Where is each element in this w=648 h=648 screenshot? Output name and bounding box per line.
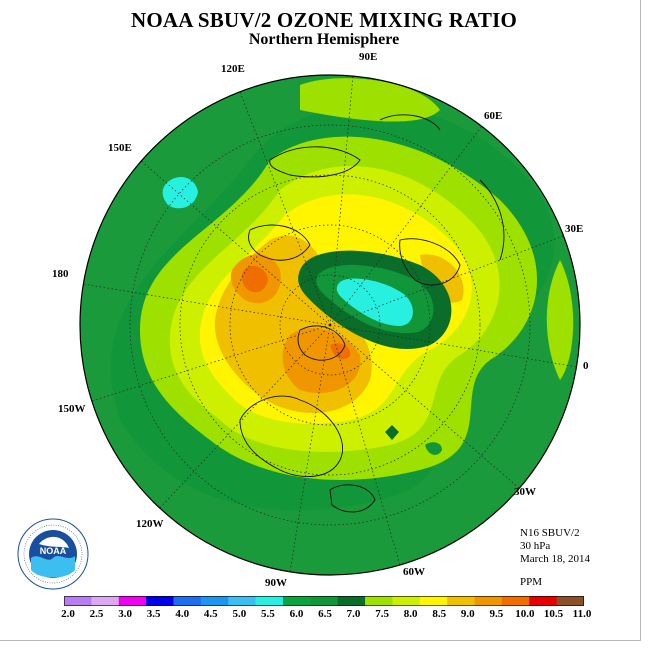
lon-label-180: 180 xyxy=(52,268,69,280)
units-label: PPM xyxy=(520,576,543,588)
colorbar-tick-label: 7.0 xyxy=(346,608,361,620)
lon-label-30e: 30E xyxy=(565,223,584,235)
colorbar-tick-label: 11.0 xyxy=(572,608,592,620)
colorbar-tick-label: 3.5 xyxy=(146,608,161,620)
colorbar-tick-label: 10.5 xyxy=(543,608,564,620)
colorbar-tick-label: 8.0 xyxy=(403,608,418,620)
colorbar-tick-label: 6.0 xyxy=(289,608,304,620)
colorbar-swatch xyxy=(228,596,256,606)
noaa-logo: NOAA xyxy=(17,518,89,590)
colorbar-swatch xyxy=(200,596,229,606)
colorbar-swatch xyxy=(501,596,530,606)
colorbar xyxy=(64,596,584,606)
colorbar-tick-label: 5.0 xyxy=(232,608,247,620)
colorbar-swatch xyxy=(146,596,174,606)
colorbar-swatch xyxy=(91,596,120,606)
graticule xyxy=(82,75,578,573)
colorbar-tick-label: 10.0 xyxy=(515,608,535,620)
colorbar-swatch xyxy=(419,596,448,606)
colorbar-tick-label: 9.0 xyxy=(460,608,475,620)
colorbar-swatch xyxy=(118,596,147,606)
lon-label-60e: 60E xyxy=(484,110,503,122)
lon-label-30w: 30W xyxy=(514,486,536,498)
colorbar-tick-label: 2.5 xyxy=(89,608,104,620)
colorbar-swatch xyxy=(474,596,503,606)
colorbar-swatch xyxy=(556,596,584,606)
colorbar-swatch xyxy=(392,596,421,606)
colorbar-swatch xyxy=(447,596,475,606)
colorbar-swatch xyxy=(282,596,311,606)
colorbar-border xyxy=(64,596,584,606)
colorbar-swatch xyxy=(365,596,393,606)
figure-subtitle: Northern Hemisphere xyxy=(248,31,400,48)
colorbar-swatch xyxy=(173,596,202,606)
colorbar-tick-label: 5.5 xyxy=(261,608,275,620)
lon-label-90e: 90E xyxy=(359,51,378,63)
colorbar-tick-label: 3.0 xyxy=(118,608,132,620)
coastlines xyxy=(239,114,505,513)
lon-label-150w: 150W xyxy=(58,403,86,415)
lon-label-120w: 120W xyxy=(136,518,164,530)
lon-label-150e: 150E xyxy=(108,142,132,154)
svg-text:NOAA: NOAA xyxy=(40,546,67,556)
map-boundary xyxy=(79,74,581,576)
figure-title: NOAA SBUV/2 OZONE MIXING RATIO xyxy=(131,8,517,32)
instrument-label: N16 SBUV/2 xyxy=(520,527,580,539)
colorbar-swatch xyxy=(310,596,339,606)
colorbar-swatch xyxy=(529,596,558,606)
colorbar-tick-label: 8.5 xyxy=(432,608,447,620)
lon-label-120e: 120E xyxy=(221,63,245,75)
colorbar-swatch xyxy=(64,596,92,606)
lon-label-60w: 60W xyxy=(403,566,425,578)
colorbar-tick-label: 6.5 xyxy=(318,608,332,620)
colorbar-tick-label: 2.0 xyxy=(61,608,75,620)
colorbar-swatch xyxy=(337,596,366,606)
colorbar-swatch xyxy=(255,596,284,606)
figure-frame xyxy=(0,0,641,641)
date-label: March 18, 2014 xyxy=(520,553,590,565)
colorbar-tick-label: 7.5 xyxy=(375,608,389,620)
colorbar-tick-label: 9.5 xyxy=(489,608,504,620)
lon-label-0: 0 xyxy=(583,360,589,372)
lon-label-90w: 90W xyxy=(265,577,287,589)
colorbar-tick-label: 4.0 xyxy=(175,608,190,620)
pressure-level-label: 30 hPa xyxy=(520,540,551,552)
colorbar-tick-label: 4.5 xyxy=(203,608,218,620)
